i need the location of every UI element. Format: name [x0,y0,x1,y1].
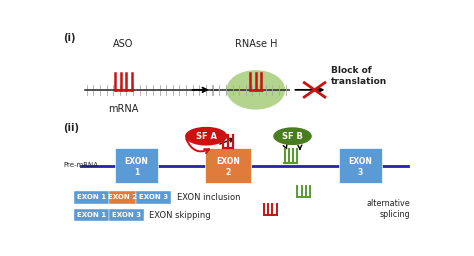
Text: mRNA: mRNA [109,104,139,114]
Text: SF A: SF A [196,132,217,141]
Text: alternative
splicing: alternative splicing [366,199,410,219]
Text: EXON: EXON [216,157,240,166]
Text: EXON skipping: EXON skipping [149,210,211,220]
Text: 1: 1 [134,168,139,177]
Text: EXON 3: EXON 3 [112,212,141,218]
Text: (i): (i) [63,33,75,43]
Text: EXON 2: EXON 2 [108,194,137,200]
FancyBboxPatch shape [205,148,251,184]
FancyBboxPatch shape [115,148,157,184]
Text: EXON: EXON [348,157,373,166]
Text: Block of
translation: Block of translation [331,66,387,86]
FancyArrowPatch shape [186,139,209,153]
Text: 3: 3 [358,168,363,177]
Ellipse shape [227,70,285,110]
Text: RNAse H: RNAse H [235,39,277,49]
FancyBboxPatch shape [339,148,382,184]
FancyBboxPatch shape [109,191,137,204]
Text: EXON 1: EXON 1 [77,194,106,200]
Text: EXON 1: EXON 1 [77,212,106,218]
Ellipse shape [273,127,312,145]
FancyBboxPatch shape [74,209,109,221]
Text: EXON inclusion: EXON inclusion [177,193,240,202]
FancyBboxPatch shape [74,191,109,204]
Text: SF B: SF B [282,132,303,141]
Ellipse shape [185,127,228,146]
FancyBboxPatch shape [137,191,171,204]
Text: EXON: EXON [125,157,148,166]
Text: Pre-mRNA: Pre-mRNA [63,162,98,168]
Text: EXON 3: EXON 3 [139,194,168,200]
Text: ASO: ASO [113,39,134,49]
FancyBboxPatch shape [109,209,144,221]
Text: 2: 2 [226,168,231,177]
Text: (ii): (ii) [63,123,79,133]
